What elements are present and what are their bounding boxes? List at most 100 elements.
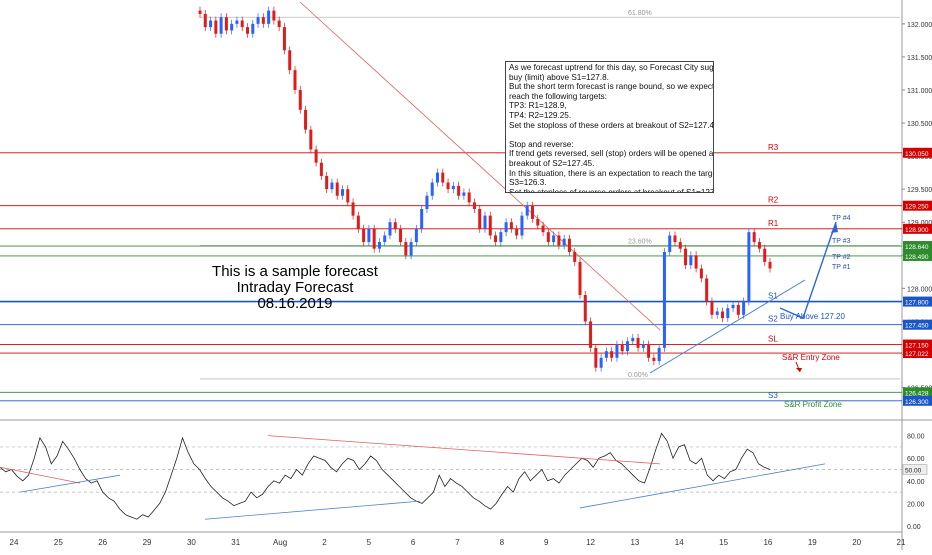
candle-body xyxy=(589,321,593,348)
x-tick-label: 6 xyxy=(411,538,416,547)
level-name: S3 xyxy=(768,391,778,400)
candle-body xyxy=(414,228,418,243)
candle-body xyxy=(314,149,318,163)
candle-body xyxy=(388,222,392,236)
price-tag-bg xyxy=(903,147,932,158)
price-tag-label: 127.150 xyxy=(905,343,929,350)
price-tag-label: 127.022 xyxy=(905,351,929,358)
price-tag-label: 130.050 xyxy=(905,151,929,158)
candle-body xyxy=(578,261,582,295)
candle-body xyxy=(288,50,292,71)
candle-body xyxy=(662,251,666,348)
level-name: R3 xyxy=(768,143,779,152)
price-tag-label: 128.640 xyxy=(905,244,929,251)
sample-forecast-label: This is a sample forecast xyxy=(212,263,378,280)
x-tick-label: 2 xyxy=(322,538,327,547)
note-line: But the short term forecast is range bou… xyxy=(509,82,714,92)
candle-body xyxy=(325,175,329,190)
price-tags: 130.050 129.250 128.900 128.640 128.490 127.8… xyxy=(903,147,932,406)
candle-body xyxy=(673,235,677,243)
candle-body xyxy=(346,189,350,203)
candle-body xyxy=(615,344,619,358)
candle-body xyxy=(203,13,207,28)
candle-body xyxy=(499,232,503,243)
candle-body xyxy=(256,17,260,24)
x-tick-label: 9 xyxy=(544,538,549,547)
price-tag-label: 128.900 xyxy=(905,227,929,234)
candle-body xyxy=(736,304,740,315)
price-tag-bg xyxy=(903,200,932,211)
osc-resistance-line xyxy=(267,435,661,465)
x-tick-label: 8 xyxy=(500,538,505,547)
x-tick-label: 21 xyxy=(897,538,906,547)
level-name: R2 xyxy=(768,196,779,205)
osc-line xyxy=(0,432,771,520)
osc-support-line xyxy=(19,474,121,493)
note-line: Set the stoploss of these orders at brea… xyxy=(509,120,714,130)
intraday-forecast-label: Intraday Forecast xyxy=(236,279,354,296)
note-line: Set the stoploss of reverse orders at br… xyxy=(509,187,714,193)
candle-body xyxy=(230,23,234,31)
candle-body xyxy=(583,294,587,322)
candle-body xyxy=(536,218,540,226)
candle-body xyxy=(214,20,218,34)
candle-body xyxy=(647,344,651,358)
candle-body xyxy=(594,347,598,368)
osc-tick-label: 60.00 xyxy=(907,456,925,463)
candle-body xyxy=(652,357,656,362)
note-line: In this situation, there is an expectati… xyxy=(509,168,714,178)
candle-body xyxy=(768,261,772,269)
y-tick-label: 129.000 xyxy=(907,220,932,227)
candle-body xyxy=(293,70,297,90)
x-tick-label: 14 xyxy=(675,538,684,547)
osc-tick-label: 0.00 xyxy=(907,524,921,531)
candle-body xyxy=(467,192,471,203)
candle-body xyxy=(726,308,730,319)
candle-body xyxy=(246,27,249,34)
zone-label: Buy Above 127.20 xyxy=(780,312,845,321)
candle-body xyxy=(219,17,223,34)
candle-body xyxy=(562,238,566,246)
price-tag-label: 126.428 xyxy=(905,390,929,397)
candle-body xyxy=(457,185,461,196)
note-line: Stop and reverse: xyxy=(509,139,574,149)
level-name: R1 xyxy=(768,219,779,228)
candle-body xyxy=(436,172,439,183)
price-tag-bg xyxy=(903,387,932,398)
candle-body xyxy=(721,311,724,319)
candle-body xyxy=(541,225,545,233)
candle-body xyxy=(636,337,640,348)
level-name: S2 xyxy=(768,315,778,324)
oscillator-panel: 80.00 60.00 40.00 20.00 0.00 50.00 xyxy=(0,432,928,531)
x-tick-label: 15 xyxy=(719,538,728,547)
support-resistance-levels: 61.80% 23.60% 0.00% xyxy=(0,10,902,402)
x-tick-label: 29 xyxy=(143,538,152,547)
x-tick-label: 20 xyxy=(852,538,861,547)
price-tag-bg xyxy=(903,395,932,406)
x-tick-label: 7 xyxy=(455,538,460,547)
candle-body xyxy=(272,10,276,21)
x-tick-label: 31 xyxy=(231,538,240,547)
fib-label: 23.60% xyxy=(628,238,652,245)
candle-body xyxy=(552,235,556,243)
uptrend-line xyxy=(649,279,806,374)
candle-body xyxy=(747,232,751,302)
downtrend-line xyxy=(299,1,661,331)
axes: 24 25 26 29 30 31 Aug 2 5 6 7 8 9 12 13 14 15 16 19 20 21132… xyxy=(10,22,932,547)
note-line: breakout of S2=127.45. xyxy=(509,158,595,168)
x-tick-label: 26 xyxy=(98,538,107,547)
tp-label: TP #1 xyxy=(832,264,851,271)
candle-body xyxy=(399,228,403,243)
y-tick-label: 128.000 xyxy=(907,286,932,293)
osc-tick-label: 20.00 xyxy=(907,501,925,508)
candle-body xyxy=(525,205,529,216)
price-tag-label: 126.300 xyxy=(905,399,929,406)
candle-body xyxy=(710,301,714,315)
candle-body xyxy=(684,248,688,266)
candle-body xyxy=(705,278,709,302)
note-line: buy (limit) above S1=127.8. xyxy=(509,72,609,82)
candle-body xyxy=(668,235,672,252)
candle-body xyxy=(610,351,614,358)
candle-body xyxy=(277,20,281,28)
candle-body xyxy=(209,20,213,28)
